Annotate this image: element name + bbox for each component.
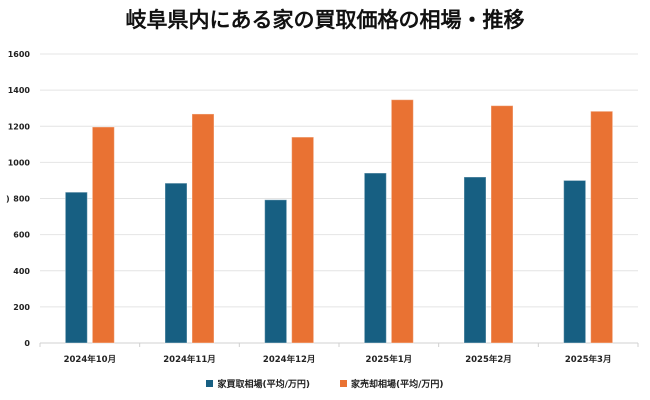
- bar-buy: [64, 191, 88, 344]
- legend-label-sell: 家売却相場(平均/万円): [351, 380, 444, 390]
- legend-swatch-buy: [206, 380, 214, 387]
- y-tick-label: 1000: [8, 158, 31, 167]
- legend-label-buy: 家買取相場(平均/万円): [217, 380, 310, 390]
- legend: 家買取相場(平均/万円) 家売却相場(平均/万円): [0, 377, 650, 390]
- y-tick-label: 0: [24, 339, 30, 348]
- x-tick-label: 2024年10月: [64, 354, 117, 365]
- y-tick-label: 1400: [8, 86, 31, 95]
- chart-title: 岐阜県内にある家の買取価格の相場・推移: [125, 8, 525, 32]
- bar-buy: [463, 176, 487, 344]
- x-tick-label: 2025年3月: [565, 354, 612, 365]
- y-tick-label: 1200: [8, 122, 31, 131]
- bar-sell: [490, 105, 514, 344]
- y-tick-label: 600: [13, 231, 30, 240]
- bar-sell: [390, 99, 414, 344]
- bar-buy: [363, 172, 387, 344]
- x-tick-label: 2024年11月: [163, 354, 216, 365]
- x-tick-label: 2025年1月: [366, 354, 413, 365]
- bar-sell: [91, 126, 115, 344]
- bar-sell: [291, 136, 315, 344]
- x-tick-label: 2024年12月: [263, 354, 316, 365]
- bar-sell: [590, 110, 614, 344]
- bar-buy: [264, 199, 288, 344]
- bar-buy: [164, 182, 188, 344]
- bar-buy: [563, 179, 587, 344]
- legend-swatch-sell: [340, 380, 347, 387]
- bar-sell: [191, 113, 215, 344]
- y-tick-label: 400: [13, 267, 30, 276]
- x-tick-label: 2025年2月: [465, 354, 512, 365]
- legend-item-sell: 家売却相場(平均/万円): [340, 377, 444, 390]
- y-tick-label: 800: [13, 195, 30, 204]
- y-tick-label: 200: [13, 303, 30, 312]
- y-tick-label: 1600: [8, 50, 31, 59]
- y-axis-label: ): [6, 195, 10, 204]
- legend-item-buy: 家買取相場(平均/万円): [206, 377, 310, 390]
